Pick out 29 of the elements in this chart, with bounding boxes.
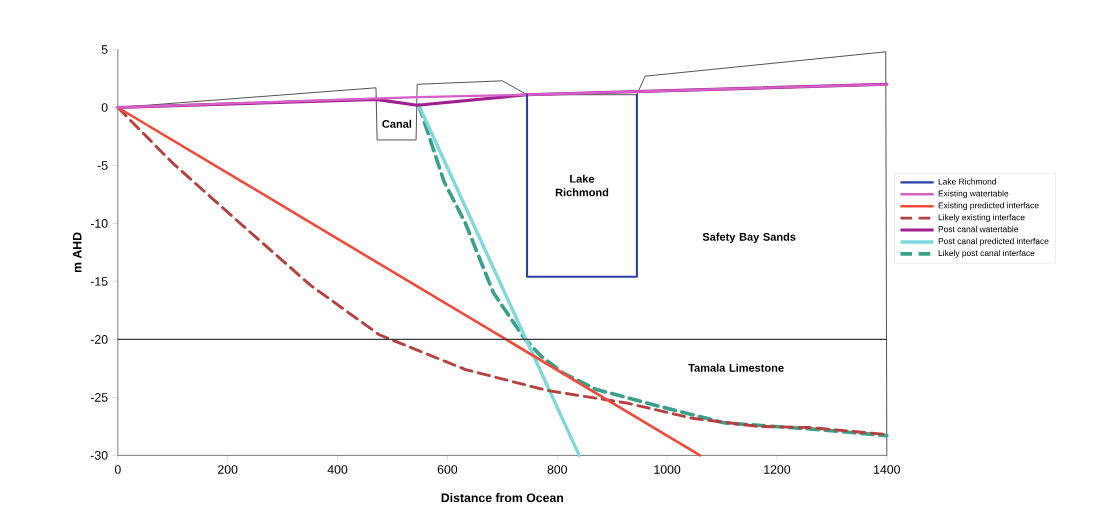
- y-tick-label: 0: [101, 103, 108, 112]
- x-tick-label: 1400: [874, 465, 901, 474]
- x-tick-label: 400: [327, 465, 348, 474]
- y-tick-label: -20: [90, 335, 108, 344]
- x-tick-label: 600: [437, 465, 458, 474]
- y-axis-title: m AHD: [72, 232, 82, 273]
- legend-label: Existing predicted interface: [938, 202, 1039, 210]
- y-tick-label: -5: [97, 161, 108, 170]
- legend-label: Lake Richmond: [938, 178, 996, 185]
- y-tick-label: -30: [90, 450, 108, 460]
- legend-label: Post canal watertable: [938, 225, 1019, 233]
- y-tick-label: -10: [90, 219, 108, 228]
- x-axis-title: Distance from Ocean: [441, 493, 564, 503]
- y-tick-label: -15: [90, 277, 108, 286]
- legend-label: Likely post canal interface: [938, 249, 1035, 258]
- annotation: Tamala Limestone: [688, 363, 784, 372]
- y-tick-label: 5: [101, 45, 108, 54]
- legend-label: Likely existing interface: [938, 214, 1025, 222]
- x-tick-label: 1200: [764, 465, 791, 474]
- annotation: Canal: [382, 119, 412, 128]
- x-tick-label: 200: [218, 465, 238, 474]
- annotation: Lake Richmond: [555, 174, 609, 197]
- annotation: Safety Bay Sands: [702, 232, 796, 243]
- x-tick-label: 1000: [654, 465, 681, 474]
- legend-label: Post canal predicted interface: [938, 237, 1049, 246]
- legend-label: Existing watertable: [938, 190, 1009, 199]
- y-tick-label: -25: [90, 392, 108, 402]
- x-tick-label: 0: [114, 465, 121, 474]
- x-tick-label: 800: [547, 465, 568, 474]
